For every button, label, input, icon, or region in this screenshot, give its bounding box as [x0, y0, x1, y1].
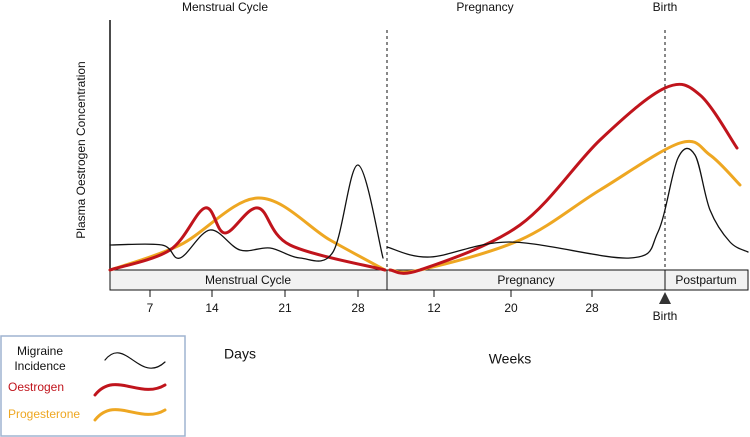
phase-label: Menstrual Cycle [205, 273, 291, 287]
phase-label: Pregnancy [497, 273, 554, 287]
legend-label: Migraine Incidence [14, 344, 66, 373]
legend-box [0, 335, 186, 437]
legend-swatch [104, 352, 166, 369]
progesterone-curve [108, 196, 387, 272]
progesterone-curve [388, 139, 742, 274]
legend-swatch [93, 408, 167, 422]
oestrogen-curve [108, 206, 387, 272]
top-label: Birth [653, 0, 678, 14]
migraine-curve [386, 147, 749, 259]
top-label: Menstrual Cycle [182, 0, 268, 14]
birth-marker [659, 292, 671, 304]
birth-label: Birth [653, 309, 678, 323]
phase-band [664, 269, 749, 291]
tick-label: 28 [585, 301, 599, 315]
tick-label: 21 [278, 301, 292, 315]
legend-label: Progesterone [8, 407, 80, 421]
legend-label: Oestrogen [8, 380, 64, 394]
phase-label: Postpartum [675, 273, 736, 287]
unit-label: Weeks [489, 351, 532, 367]
top-label: Pregnancy [456, 0, 513, 14]
tick-label: 28 [351, 301, 365, 315]
tick-label: 14 [205, 301, 219, 315]
tick-label: 7 [147, 301, 154, 315]
tick-label: 20 [504, 301, 518, 315]
tick-label: 12 [427, 301, 441, 315]
oestrogen-curve [388, 82, 739, 275]
legend-swatch [93, 383, 167, 397]
unit-label: Days [224, 346, 256, 362]
migraine-curve [109, 164, 384, 262]
y-axis-label: Plasma Oestrogen Concentration [74, 61, 88, 238]
